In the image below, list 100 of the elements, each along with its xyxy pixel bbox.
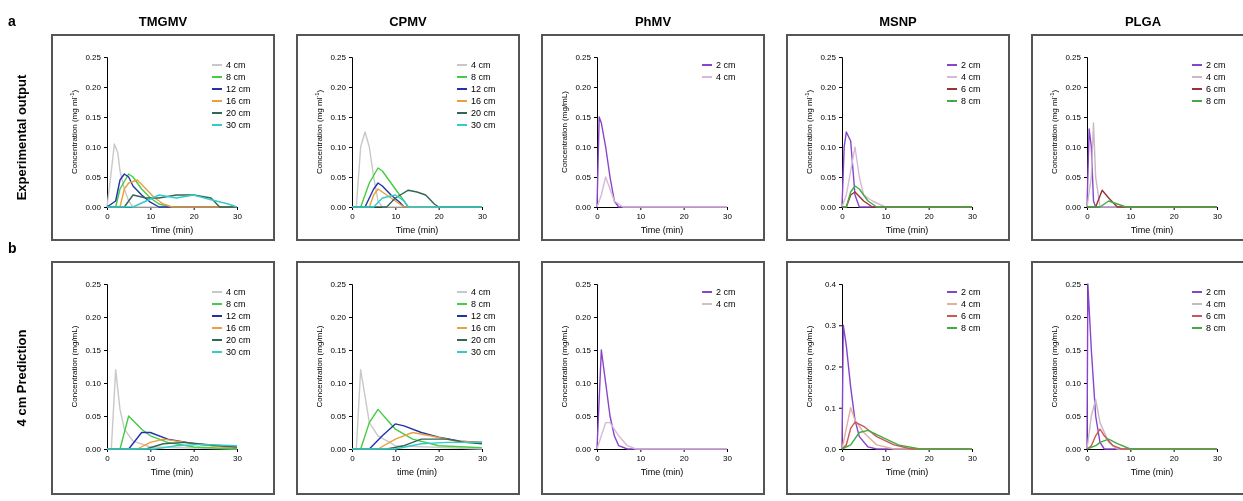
x-tick-label: 30 — [478, 453, 488, 463]
y-tick-label: 0.10 — [575, 143, 592, 153]
x-tick-label: 20 — [434, 211, 445, 221]
y-tick-label: 0.05 — [330, 173, 347, 183]
y-tick-label: 0.05 — [85, 173, 102, 183]
x-tick-label: 20 — [1169, 211, 1180, 221]
legend-label: 30 cm — [226, 347, 251, 357]
y-tick-label: 0.25 — [575, 53, 592, 63]
y-axis-title: Concentration (mg/mL) — [805, 325, 814, 408]
y-tick-label: 0.05 — [575, 173, 592, 183]
x-axis-title: Time (min) — [885, 225, 929, 235]
y-tick-label: 0.2 — [824, 362, 837, 372]
y-tick-label: 0.00 — [330, 445, 347, 455]
text: Experimental output — [14, 74, 29, 201]
x-axis-title: Time (min) — [395, 225, 439, 235]
legend-label: 4 cm — [716, 72, 736, 82]
x-tick-label: 0 — [840, 211, 846, 221]
x-axis-title: Time (min) — [640, 225, 684, 235]
x-tick-label: 20 — [679, 211, 690, 221]
legend-label: 20 cm — [226, 108, 251, 118]
y-tick-label: 0.10 — [820, 143, 837, 153]
legend-label: 4 cm — [226, 287, 246, 297]
x-tick-label: 0 — [1085, 211, 1091, 221]
y-tick-label: 0.20 — [1065, 313, 1082, 323]
x-tick-label: 0 — [840, 453, 846, 463]
legend-label: 8 cm — [226, 72, 246, 82]
y-tick-label: 0.25 — [575, 280, 592, 290]
x-tick-label: 20 — [189, 453, 200, 463]
y-tick-label: 0.15 — [575, 113, 592, 123]
legend-label: 4 cm — [471, 287, 491, 297]
y-tick-label: 0.15 — [85, 113, 102, 123]
x-tick-label: 0 — [350, 453, 356, 463]
x-tick-label: 0 — [1085, 453, 1091, 463]
x-tick-label: 10 — [1126, 453, 1136, 463]
y-tick-label: 0.15 — [85, 346, 102, 356]
y-tick-label: 0.20 — [330, 313, 347, 323]
x-tick-label: 20 — [189, 211, 200, 221]
text: a — [8, 13, 16, 29]
y-tick-label: 0.20 — [1065, 83, 1082, 93]
y-tick-label: 0.00 — [820, 203, 837, 213]
chart-title: CPMV — [389, 14, 428, 29]
y-tick-label: 0.15 — [820, 113, 837, 123]
y-tick-label: 0.25 — [820, 53, 837, 63]
legend-label: 30 cm — [226, 120, 251, 130]
x-tick-label: 20 — [1169, 453, 1180, 463]
y-tick-label: 0.15 — [1065, 113, 1082, 123]
y-axis-title: Concentration (mg/mL) — [315, 325, 324, 408]
y-tick-label: 0.15 — [575, 346, 592, 356]
y-tick-label: 0.3 — [824, 321, 837, 331]
y-tick-label: 0.05 — [85, 412, 102, 422]
legend-label: 16 cm — [471, 96, 496, 106]
y-tick-label: 0.00 — [85, 203, 102, 213]
legend-label: 4 cm — [961, 299, 981, 309]
x-tick-label: 30 — [723, 211, 733, 221]
x-axis-title: Time (min) — [885, 467, 929, 477]
x-tick-label: 10 — [391, 453, 401, 463]
y-tick-label: 0.05 — [1065, 412, 1082, 422]
y-tick-label: 0.10 — [330, 143, 347, 153]
legend-label: 16 cm — [471, 323, 496, 333]
y-tick-label: 0.00 — [575, 203, 592, 213]
y-tick-label: 0.10 — [85, 143, 102, 153]
legend-label: 2 cm — [961, 60, 981, 70]
legend-label: 8 cm — [226, 299, 246, 309]
x-tick-label: 10 — [146, 453, 156, 463]
legend-label: 30 cm — [471, 347, 496, 357]
legend-label: 16 cm — [226, 96, 251, 106]
legend-label: 6 cm — [1206, 311, 1226, 321]
x-tick-label: 20 — [924, 453, 935, 463]
y-tick-label: 0.15 — [1065, 346, 1082, 356]
y-tick-label: 0.05 — [330, 412, 347, 422]
legend-label: 12 cm — [471, 311, 496, 321]
x-tick-label: 10 — [636, 453, 646, 463]
legend-label: 20 cm — [471, 108, 496, 118]
x-tick-label: 10 — [146, 211, 156, 221]
legend-label: 12 cm — [226, 84, 251, 94]
x-tick-label: 30 — [723, 453, 733, 463]
y-tick-label: 0.25 — [85, 53, 102, 63]
legend-label: 8 cm — [961, 323, 981, 333]
x-tick-label: 0 — [105, 211, 111, 221]
y-tick-label: 0.25 — [1065, 53, 1082, 63]
x-axis-title: Time (min) — [150, 225, 194, 235]
legend-label: 8 cm — [471, 72, 491, 82]
legend-label: 12 cm — [226, 311, 251, 321]
y-tick-label: 0.10 — [1065, 143, 1082, 153]
x-tick-label: 30 — [233, 453, 243, 463]
legend-label: 4 cm — [1206, 299, 1226, 309]
y-tick-label: 0.00 — [1065, 445, 1082, 455]
x-tick-label: 10 — [881, 211, 891, 221]
legend-label: 6 cm — [961, 311, 981, 321]
y-tick-label: 0.15 — [330, 113, 347, 123]
x-tick-label: 10 — [1126, 211, 1136, 221]
y-tick-label: 0.20 — [575, 313, 592, 323]
legend-label: 4 cm — [961, 72, 981, 82]
x-tick-label: 20 — [679, 453, 690, 463]
y-tick-label: 0.1 — [824, 403, 837, 413]
legend-label: 4 cm — [716, 299, 736, 309]
x-tick-label: 30 — [968, 211, 978, 221]
y-tick-label: 0.10 — [85, 379, 102, 389]
y-tick-label: 0.15 — [330, 346, 347, 356]
y-tick-label: 0.0 — [824, 445, 837, 455]
